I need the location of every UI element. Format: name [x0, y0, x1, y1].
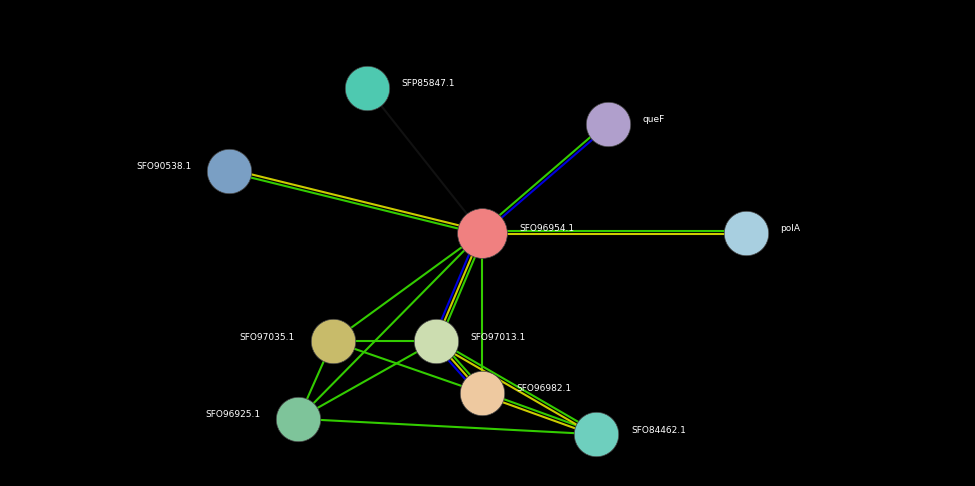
Point	[474, 389, 489, 397]
Point	[589, 431, 604, 438]
Point	[221, 167, 237, 174]
Point	[428, 337, 444, 345]
Text: SFO96954.1: SFO96954.1	[520, 224, 574, 233]
Point	[474, 229, 489, 237]
Text: SFO96982.1: SFO96982.1	[516, 384, 571, 393]
Text: SFO96925.1: SFO96925.1	[206, 410, 260, 419]
Text: SFO97013.1: SFO97013.1	[470, 332, 526, 342]
Point	[291, 415, 306, 423]
Text: SFP85847.1: SFP85847.1	[402, 79, 455, 88]
Text: SFO97035.1: SFO97035.1	[240, 332, 294, 342]
Text: polA: polA	[780, 224, 800, 233]
Point	[601, 120, 616, 128]
Text: SFO84462.1: SFO84462.1	[631, 426, 685, 434]
Point	[359, 84, 374, 92]
Point	[325, 337, 340, 345]
Point	[738, 229, 754, 237]
Text: SFO90538.1: SFO90538.1	[136, 162, 191, 171]
Text: queF: queF	[643, 116, 665, 124]
